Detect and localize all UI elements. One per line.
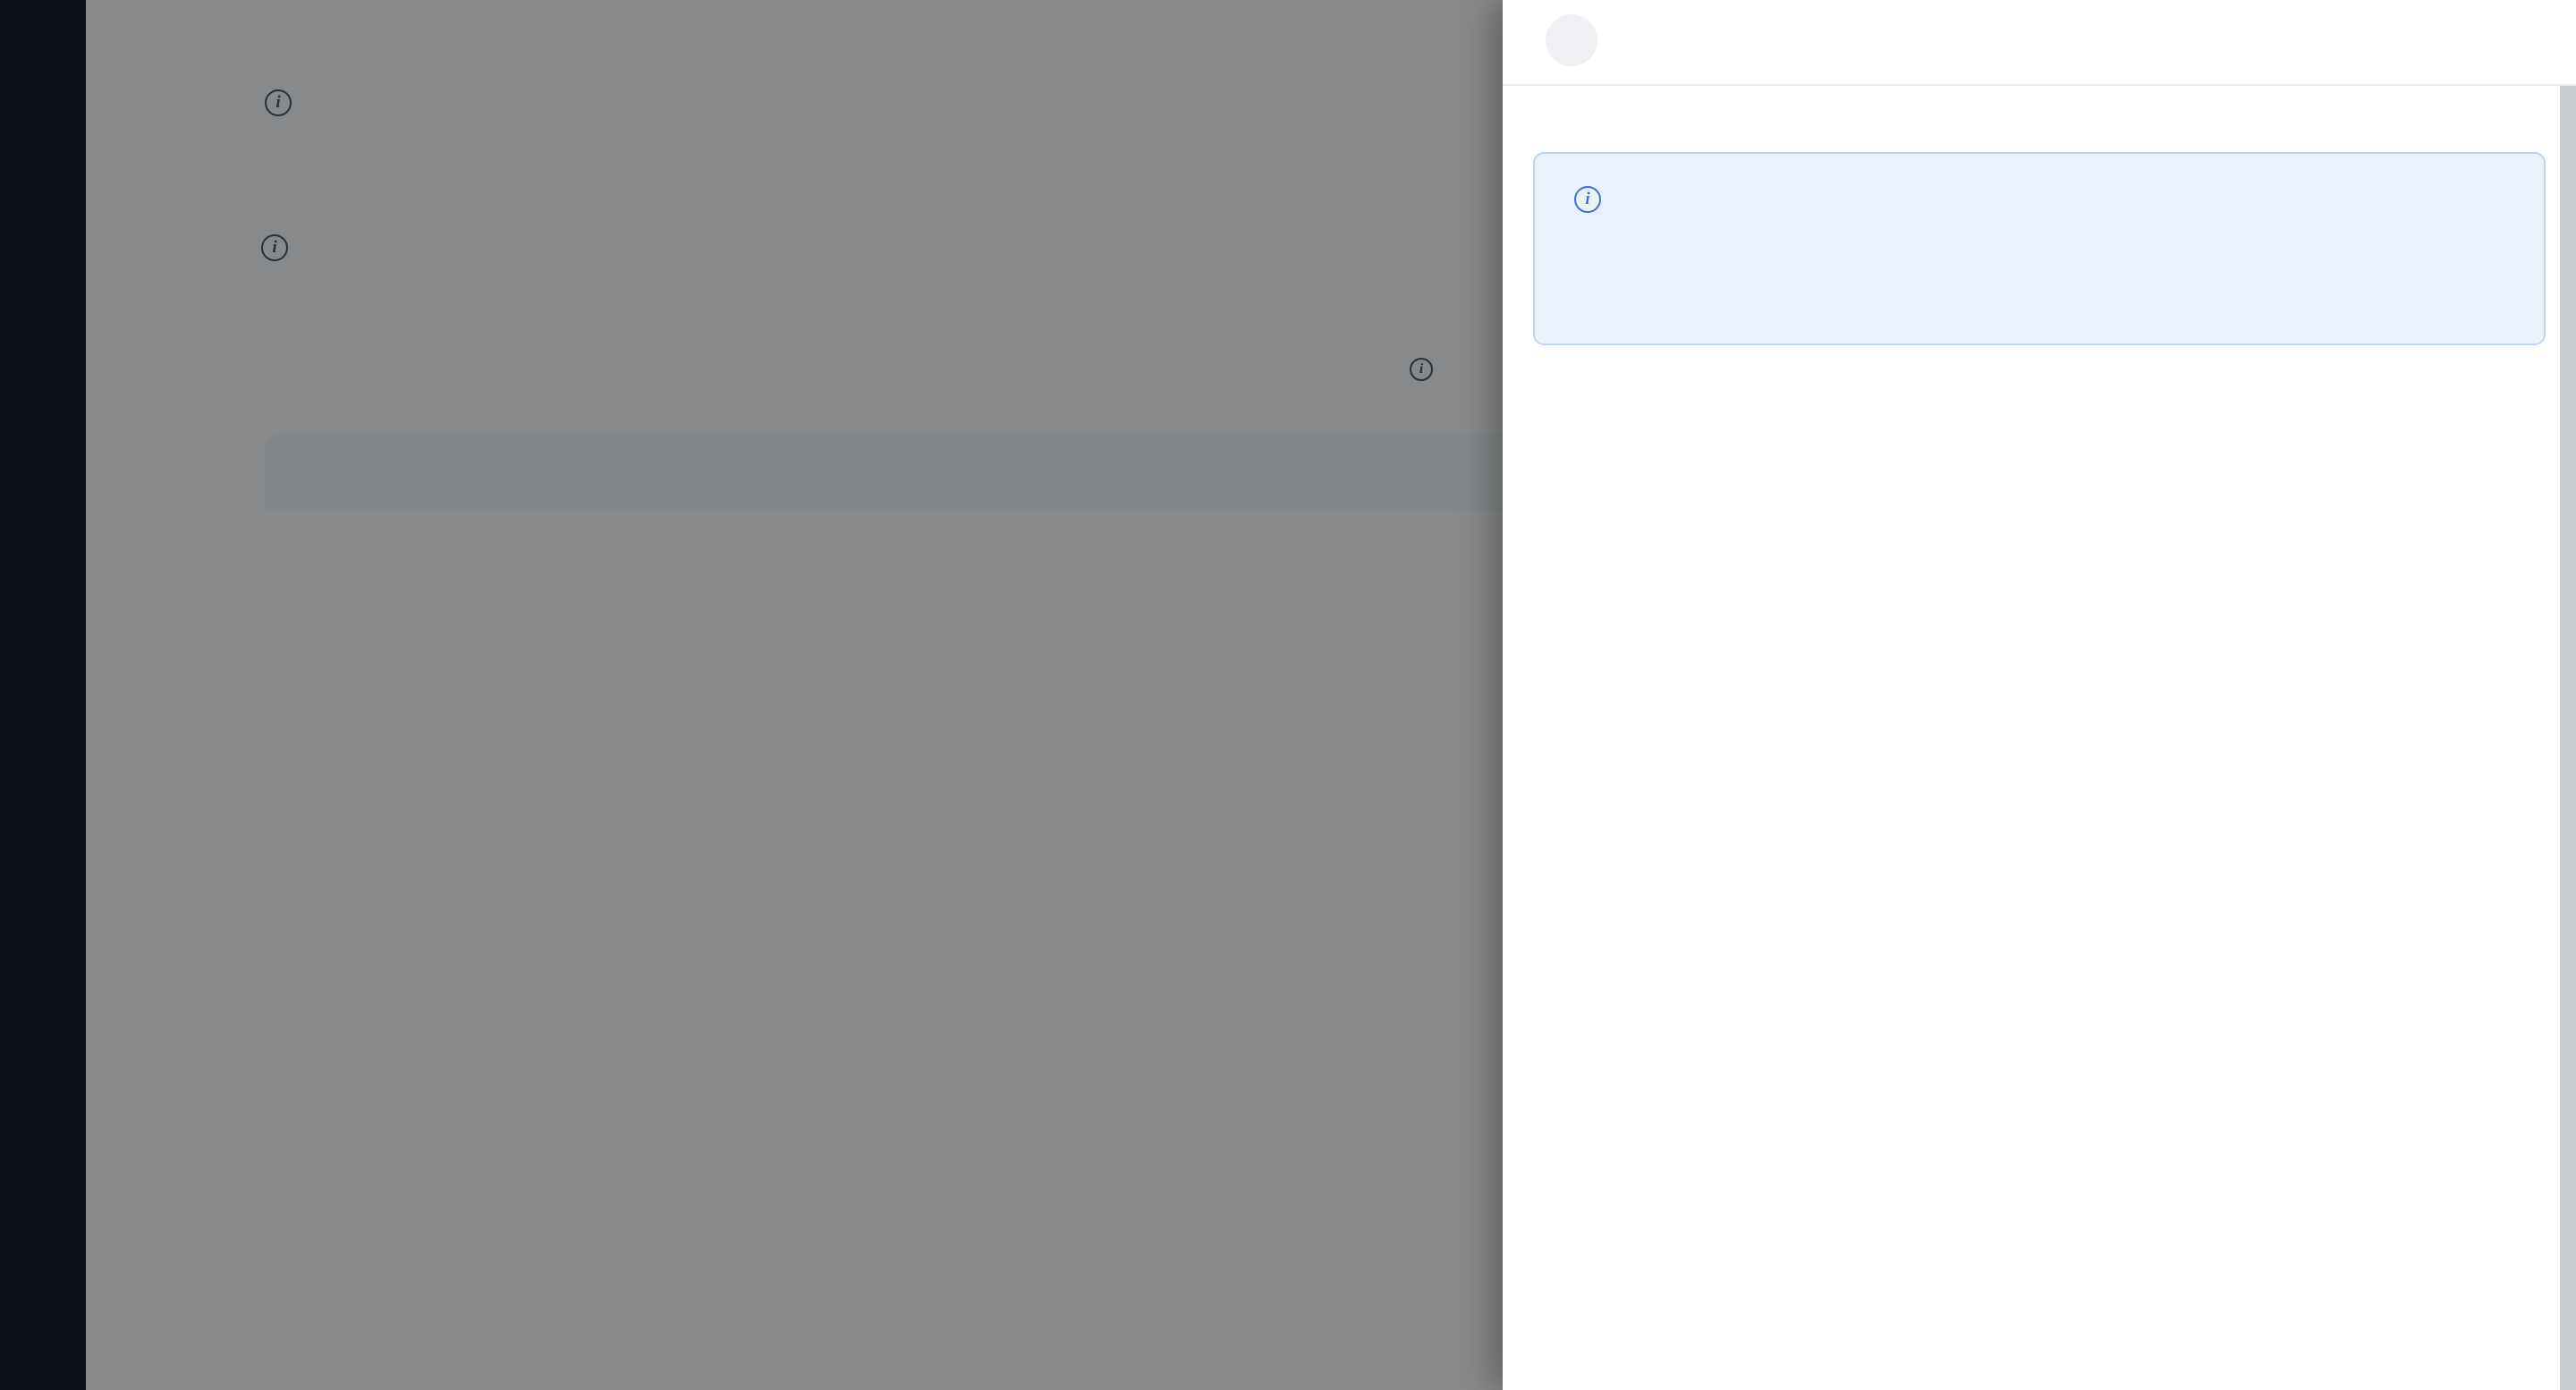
drawer-header <box>1503 0 2576 86</box>
info-box-header: i <box>1574 186 2504 213</box>
workers-info-icon[interactable]: i <box>265 89 292 116</box>
page-title: i <box>245 89 292 116</box>
info-icon: i <box>1574 186 1601 213</box>
close-button[interactable] <box>1546 14 1597 66</box>
sidebar <box>0 0 86 1390</box>
drawer-scrollbar[interactable] <box>2560 86 2576 1390</box>
section-title: i <box>245 234 288 261</box>
workers-count: i <box>1397 358 1433 381</box>
worker-groups-info-icon[interactable]: i <box>261 234 288 261</box>
queue-metrics-drawer: i <box>1503 0 2576 1390</box>
drawer-body: i <box>1503 86 2576 1390</box>
drawer-backdrop[interactable] <box>86 0 1503 1390</box>
workers-count-info-icon[interactable]: i <box>1410 358 1433 381</box>
worker-group-row: i <box>245 347 1640 401</box>
windmill-logo-icon[interactable] <box>25 21 61 57</box>
info-box: i <box>1533 152 2546 345</box>
workers-table <box>265 434 1705 510</box>
table-header <box>265 434 1705 510</box>
